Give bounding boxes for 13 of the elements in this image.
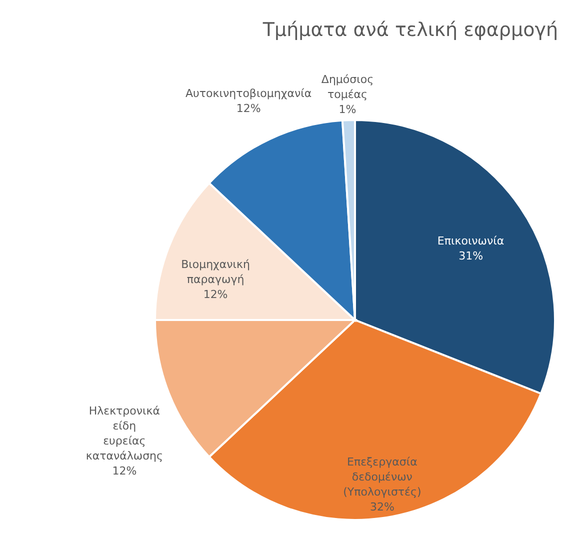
data-label: 12% [112,464,137,478]
data-label: 31% [458,249,484,262]
slice-label: Δημόσιος τομέας [321,73,374,102]
data-label: 12% [203,288,228,301]
slice-label: Αυτοκινητοβιομηχανία [186,86,312,100]
slice-label: Επεξεργασία δεδομένων (Υπολογιστές) [343,455,422,498]
slice-label: Ηλεκτρονικά είδη ευρείας κατανάλωσης [86,404,163,462]
data-label: 1% [338,103,356,116]
data-label: 12% [236,102,261,115]
slice-label: Βιομηχανική παραγωγή [181,258,250,286]
chart-title: Τμήματα ανά τελική εφαρμογή [262,19,558,41]
slice-label: Επικοινωνία [437,234,504,248]
data-label: 32% [370,500,394,514]
